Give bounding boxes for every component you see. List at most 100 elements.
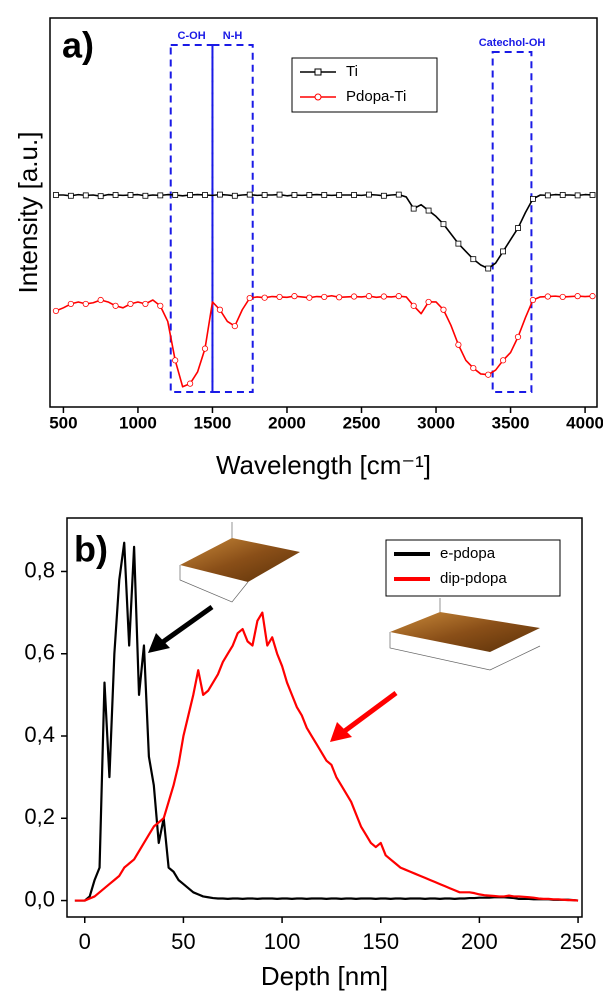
- annotation-box: [212, 45, 252, 392]
- x-axis-label: Depth [nm]: [261, 961, 388, 991]
- marker: [411, 206, 416, 211]
- marker: [560, 192, 565, 197]
- marker: [530, 196, 535, 201]
- x-tick-label: 3000: [417, 413, 455, 432]
- afm-inset: [390, 598, 540, 670]
- series-line: [56, 296, 593, 387]
- x-tick-label: 4000: [566, 413, 603, 432]
- y-tick-label: 0,4: [24, 722, 55, 747]
- figure: 5001000150020002500300035004000Wavelengt…: [0, 0, 603, 996]
- annotation-label: C-OH: [178, 30, 206, 42]
- annotation-box: [493, 52, 532, 392]
- x-tick-label: 3500: [492, 413, 530, 432]
- marker: [53, 192, 58, 197]
- x-tick-label: 500: [49, 413, 77, 432]
- legend-marker: [315, 94, 321, 100]
- annotation-label: N-H: [223, 30, 243, 42]
- marker: [262, 192, 267, 197]
- marker: [128, 301, 133, 306]
- marker: [128, 192, 133, 197]
- marker: [515, 334, 520, 339]
- x-tick-label: 1000: [119, 413, 157, 432]
- marker: [292, 192, 297, 197]
- marker: [500, 358, 505, 363]
- marker: [441, 307, 446, 312]
- marker: [158, 303, 163, 308]
- marker: [411, 303, 416, 308]
- x-tick-label: 1500: [194, 413, 232, 432]
- marker: [575, 193, 580, 198]
- marker: [232, 193, 237, 198]
- x-tick-label: 2500: [343, 413, 381, 432]
- marker: [292, 293, 297, 298]
- x-tick-label: 100: [264, 929, 301, 954]
- marker: [307, 295, 312, 300]
- marker: [98, 297, 103, 302]
- marker: [247, 192, 252, 197]
- marker: [485, 372, 490, 377]
- marker: [202, 346, 207, 351]
- legend-label: e-pdopa: [440, 545, 496, 562]
- marker: [143, 193, 148, 198]
- marker: [188, 192, 193, 197]
- marker: [247, 295, 252, 300]
- marker: [98, 194, 103, 199]
- marker: [217, 307, 222, 312]
- y-tick-label: 0,8: [24, 557, 55, 582]
- x-tick-label: 250: [560, 929, 597, 954]
- marker: [68, 301, 73, 306]
- x-tick-label: 2000: [268, 413, 306, 432]
- marker: [83, 301, 88, 306]
- marker: [337, 192, 342, 197]
- x-tick-label: 0: [79, 929, 91, 954]
- marker: [113, 303, 118, 308]
- marker: [441, 222, 446, 227]
- y-tick-label: 0,2: [24, 804, 55, 829]
- marker: [336, 295, 341, 300]
- marker: [143, 301, 148, 306]
- marker: [366, 293, 371, 298]
- panel-label: a): [62, 25, 94, 66]
- marker: [560, 294, 565, 299]
- y-tick-label: 0,0: [24, 886, 55, 911]
- marker: [396, 192, 401, 197]
- marker: [545, 193, 550, 198]
- annotation-label: Catechol-OH: [479, 37, 546, 49]
- marker: [590, 192, 595, 197]
- marker: [381, 294, 386, 299]
- legend-marker: [315, 69, 321, 75]
- marker: [530, 297, 535, 302]
- marker: [83, 193, 88, 198]
- marker: [322, 192, 327, 197]
- series-line: [56, 195, 593, 269]
- y-axis-label: Intensity [a.u.]: [13, 132, 43, 294]
- y-tick-label: 0,6: [24, 640, 55, 665]
- x-tick-label: 200: [461, 929, 498, 954]
- marker: [456, 342, 461, 347]
- marker: [217, 192, 222, 197]
- marker: [172, 358, 177, 363]
- legend-label: Ti: [346, 63, 358, 80]
- marker: [575, 293, 580, 298]
- marker: [351, 294, 356, 299]
- arrow: [330, 693, 396, 742]
- x-axis-label: Wavelength [cm⁻¹]: [216, 450, 431, 480]
- x-tick-label: 50: [171, 929, 195, 954]
- marker: [471, 257, 476, 262]
- marker: [471, 365, 476, 370]
- marker: [590, 293, 595, 298]
- marker: [426, 299, 431, 304]
- afm-inset: [180, 522, 300, 602]
- marker: [277, 192, 282, 197]
- marker: [545, 294, 550, 299]
- marker: [486, 266, 491, 271]
- marker: [173, 192, 178, 197]
- marker: [396, 293, 401, 298]
- arrow: [148, 607, 212, 653]
- marker: [381, 193, 386, 198]
- marker: [456, 241, 461, 246]
- x-tick-label: 150: [362, 929, 399, 954]
- marker: [53, 308, 58, 313]
- marker: [232, 323, 237, 328]
- marker: [113, 192, 118, 197]
